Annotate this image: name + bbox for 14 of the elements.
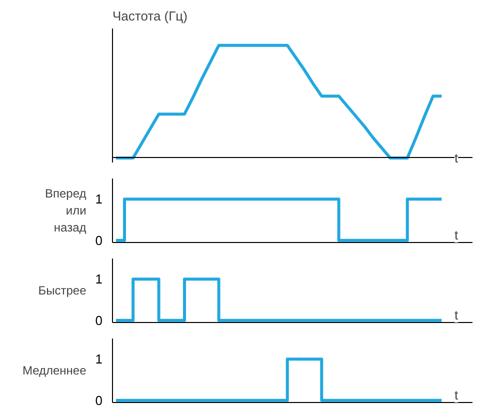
y-tick-label: 1 [95,272,103,287]
x-axis-title: t [454,308,458,322]
y-tick-label: 0 [95,232,103,248]
y-axis-title: Быстрее [38,284,87,298]
y-axis-title: Медленнее [22,364,87,378]
y-tick-label: 0 [95,312,103,328]
x-axis-title: t [454,228,458,242]
y-tick-label: 1 [95,352,103,367]
x-axis-title: t [454,388,458,402]
x-axis-title: t [454,150,458,166]
y-axis-title: Вперед или назад [45,186,86,234]
y-axis-title: Частота (Гц) [112,8,188,24]
y-tick-label: 0 [95,392,103,408]
y-tick-label: 1 [95,192,103,207]
